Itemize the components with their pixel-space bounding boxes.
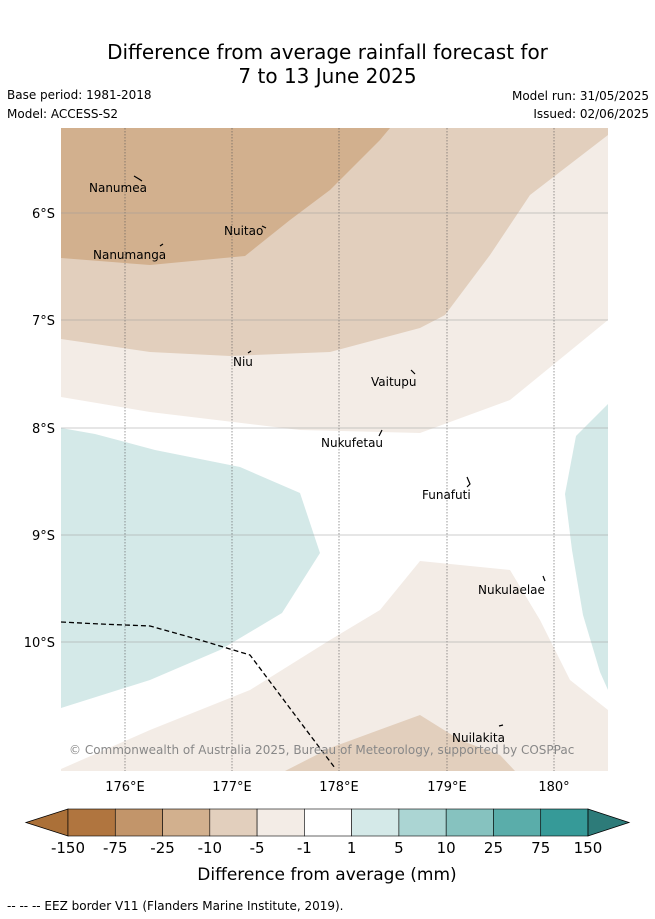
- longitude-gridlines: [124, 128, 555, 771]
- island-shape-niu: [247, 350, 252, 354]
- island-label-vaitupu: Vaitupu: [371, 375, 417, 389]
- anomaly-region-teal-east: [565, 404, 608, 690]
- colorbar-label: Difference from average (mm): [197, 865, 456, 885]
- lon-tick-176e: 176°E: [105, 780, 145, 795]
- lon-tick-177e: 177°E: [212, 780, 252, 795]
- anomaly-region-teal-west: [61, 428, 320, 708]
- island-shapes: [133, 175, 546, 727]
- colorbar-tick-label: 1: [347, 839, 357, 857]
- island-label-nanumanga: Nanumanga: [93, 248, 166, 262]
- colorbar-extension-low: [24, 808, 69, 837]
- colorbar-tick-label: 10: [437, 839, 456, 857]
- latitude-tick-labels: 6°S 7°S 8°S 9°S 10°S: [24, 207, 55, 651]
- eez-footnote: -- -- -- EEZ border V11 (Flanders Marine…: [7, 899, 344, 913]
- colorbar-segment: [256, 808, 305, 837]
- lat-tick-7s: 7°S: [32, 314, 55, 329]
- title-line-2: 7 to 13 June 2025: [238, 64, 417, 88]
- island-shape-nukulaelae: [542, 575, 546, 582]
- colorbar-tick-label: 25: [484, 839, 503, 857]
- colorbar-segment: [67, 808, 116, 837]
- colorbar-tick-label: 5: [394, 839, 404, 857]
- colorbar-tick-label: -10: [198, 839, 223, 857]
- title-line-1: Difference from average rainfall forecas…: [107, 40, 548, 64]
- colorbar-segment: [493, 808, 542, 837]
- base-period-text: Base period: 1981-2018: [7, 88, 152, 102]
- map-title: Difference from average rainfall forecas…: [0, 40, 655, 88]
- colorbar-segment: [304, 808, 352, 837]
- island-label-nukulaelae: Nukulaelae: [478, 583, 545, 597]
- island-shape-nukufetau: [378, 429, 383, 437]
- colorbar-segment: [351, 808, 400, 837]
- colorbar-segment: [540, 808, 589, 837]
- colorbar-extension-high: [587, 808, 631, 837]
- island-label-funafuti: Funafuti: [422, 488, 471, 502]
- map-plot-area: Nanumea Nuitao Nanumanga Niu Vaitupu Nuk…: [61, 128, 608, 771]
- lon-tick-178e: 178°E: [319, 780, 359, 795]
- island-shape-nanumea: [133, 175, 143, 182]
- anomaly-region-brown-north: [61, 128, 390, 265]
- colorbar-segment: [114, 808, 163, 837]
- colorbar-segment: [162, 808, 211, 837]
- island-label-nanumea: Nanumea: [89, 181, 147, 195]
- anomaly-region-light-brown-south: [61, 561, 608, 771]
- colorbar-segment: [445, 808, 494, 837]
- colorbar-tick-label: 75: [531, 839, 550, 857]
- issued-text: Issued: 02/06/2025: [533, 107, 649, 121]
- island-shape-funafuti: [466, 476, 471, 488]
- lon-tick-180: 180°: [538, 780, 569, 795]
- island-label-nuitao: Nuitao: [224, 224, 263, 238]
- colorbar-tick-labels: -150 -75 -25 -10 -5 -1 1 5 10 25 75 150: [51, 839, 602, 857]
- colorbar-tick-label: 150: [574, 839, 603, 857]
- island-label-nukufetau: Nukufetau: [321, 436, 383, 450]
- colorbar-tick-label: -25: [150, 839, 175, 857]
- island-shape-vaitupu: [410, 369, 416, 375]
- lon-tick-179e: 179°E: [427, 780, 467, 795]
- colorbar-tick-label: -150: [51, 839, 85, 857]
- island-shape-nuitao: [261, 225, 267, 229]
- colorbar-tick-label: -75: [103, 839, 128, 857]
- colorbar-segment: [398, 808, 447, 837]
- island-labels: Nanumea Nuitao Nanumanga Niu Vaitupu Nuk…: [89, 181, 545, 745]
- lat-tick-10s: 10°S: [24, 636, 55, 651]
- eez-border: [61, 621, 336, 769]
- lat-tick-9s: 9°S: [32, 529, 55, 544]
- colorbar: [24, 808, 631, 837]
- island-label-niu: Niu: [233, 355, 253, 369]
- latitude-gridlines: [61, 212, 608, 643]
- lat-tick-8s: 8°S: [32, 422, 55, 437]
- model-run-text: Model run: 31/05/2025: [511, 89, 649, 103]
- model-text: Model: ACCESS-S2: [7, 107, 119, 121]
- colorbar-tick-label: -1: [297, 839, 312, 857]
- colorbar-segment: [209, 808, 258, 837]
- lat-tick-6s: 6°S: [32, 207, 55, 222]
- island-label-nuilakita: Nuilakita: [452, 731, 505, 745]
- island-shape-nanumanga: [159, 243, 164, 247]
- longitude-tick-labels: 176°E 177°E 178°E 179°E 180°: [105, 780, 569, 795]
- colorbar-tick-label: -5: [250, 839, 265, 857]
- island-shape-nuilakita: [498, 724, 504, 727]
- anomaly-region-tan-south: [285, 715, 515, 771]
- copyright-text: © Commonwealth of Australia 2025, Bureau…: [69, 743, 574, 757]
